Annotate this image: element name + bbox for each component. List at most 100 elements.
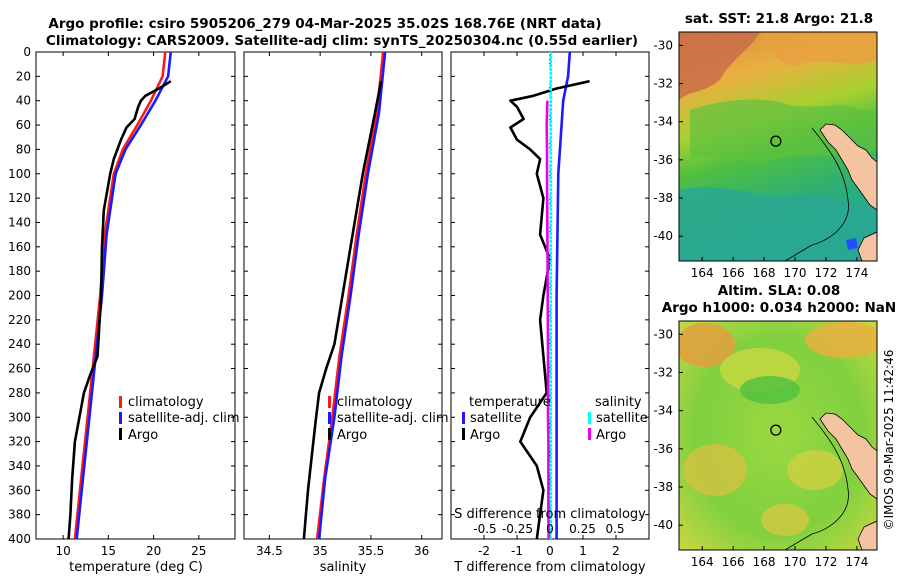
legend-label-t-argo: Argo — [470, 428, 500, 443]
difference-profile-panel: -2 -1 0 1 2 T difference from climatology S … — [450, 51, 650, 575]
x-tick-label: 34.5 — [256, 544, 283, 558]
salinity-profile-panel: 34.5 35 35.5 36 salinity climatology satell… — [243, 51, 449, 575]
high-sla-patch — [805, 322, 877, 358]
series-line-temperature-satellite — [555, 52, 572, 539]
series-line-climatology — [73, 52, 167, 539]
legend-marker-s-satellite — [588, 412, 591, 424]
sla-map-frame — [678, 320, 878, 551]
depth-axis: 0 20 40 60 80 100 120 140 160 180 200 220 240 260 280 3… — [8, 45, 31, 546]
depth-tick-label: 160 — [8, 240, 31, 254]
lat-tick-label: -34 — [653, 404, 673, 418]
s-difference-label: S difference from climatology — [454, 507, 646, 522]
x-tick-label: 35 — [313, 544, 328, 558]
legend-marker-climatology — [119, 396, 122, 408]
depth-tick-label: 200 — [8, 289, 31, 303]
cool-water-patch — [679, 187, 877, 261]
temperature-x-axis: 10 15 20 25 — [36, 51, 235, 558]
lat-tick-label: -36 — [653, 442, 673, 456]
title-line-2: Climatology: CARS2009. Satellite-adj cli… — [46, 33, 638, 49]
lat-tick-label: -40 — [653, 229, 673, 243]
depth-tick-label: 400 — [8, 532, 31, 546]
depth-tick-label: 380 — [8, 508, 31, 522]
cold-spot — [846, 238, 858, 250]
t-difference-xlabel: T difference from climatology — [453, 560, 646, 575]
high-sla-patch — [679, 323, 735, 367]
lon-tick-label: 164 — [691, 555, 714, 569]
series-line-argo — [302, 80, 383, 539]
land — [857, 231, 877, 261]
new-caledonia-land — [819, 412, 877, 500]
depth-tick-label: 180 — [8, 264, 31, 278]
legend-marker-t-satellite — [462, 412, 465, 424]
depth-tick-label: 240 — [8, 337, 31, 351]
depth-tick-label: 220 — [8, 313, 31, 327]
series-line-temperature-argo — [509, 79, 590, 539]
legend-label-satellite: satellite-adj. clim — [337, 411, 449, 426]
title-line-1: Argo profile: csiro 5905206_279 04-Mar-2… — [48, 16, 601, 32]
sst-field — [679, 32, 877, 261]
depth-tick-label: 300 — [8, 410, 31, 424]
x-tick-label: 10 — [55, 544, 70, 558]
legend-marker-argo — [328, 428, 331, 440]
sla-longitude-axis: 164 166 168 170 172 174 — [691, 546, 868, 569]
legend-title-temperature: temperature — [469, 395, 551, 410]
new-caledonia-land — [819, 123, 877, 211]
sst-map-panel: sat. SST: 21.8 Argo: 21.8 -30-32-34-36-3… — [653, 11, 878, 280]
warm-water-patch — [679, 32, 760, 100]
mid-water-patch — [690, 99, 877, 162]
s-difference-tick-label: -0.5 — [473, 522, 496, 536]
bathymetry-contour — [784, 127, 849, 261]
lon-tick-label: 164 — [691, 266, 714, 280]
legend-label-argo: Argo — [337, 428, 367, 443]
legend-label-climatology: climatology — [128, 395, 204, 410]
depth-tick-label: 20 — [16, 69, 31, 83]
legend-marker-climatology — [328, 396, 331, 408]
depth-tick-label: 120 — [8, 191, 31, 205]
lon-tick-label: 174 — [845, 266, 868, 280]
warm-water-patch — [760, 32, 877, 66]
land — [857, 520, 877, 550]
sst-latitude-axis: -30 -32 -34 -36 -38 -40 — [653, 38, 683, 243]
high-sla-patch — [761, 504, 809, 536]
depth-tick-label: 100 — [8, 167, 31, 181]
copyright-stamp: ©IMOS 09-Mar-2025 11:42:46 — [882, 350, 896, 531]
legend-label-t-satellite: satellite — [470, 411, 522, 426]
depth-tick-label: 360 — [8, 483, 31, 497]
temperature-axes-frame — [35, 51, 236, 540]
bathymetry-contour — [784, 416, 849, 550]
difference-x-axis: -2 -1 0 1 2 — [451, 51, 649, 558]
series-line-satellite-adj-clim — [317, 52, 387, 539]
depth-tick-label: 40 — [16, 94, 31, 108]
lat-tick-label: -32 — [653, 77, 673, 91]
x-tick-label: 25 — [191, 544, 206, 558]
depth-tick-label: 260 — [8, 362, 31, 376]
depth-tick-label: 0 — [23, 45, 31, 59]
legend-label-s-satellite: satellite — [596, 411, 648, 426]
legend-title-salinity: salinity — [595, 395, 642, 410]
depth-tick-label: 280 — [8, 386, 31, 400]
temperature-xlabel: temperature (deg C) — [69, 560, 203, 575]
lon-tick-label: 168 — [753, 266, 776, 280]
lon-tick-label: 172 — [815, 555, 838, 569]
series-line-salinity-argo — [545, 100, 550, 539]
lat-tick-label: -38 — [653, 191, 673, 205]
s-difference-tick-label: 0.25 — [569, 522, 596, 536]
lat-tick-label: -32 — [653, 366, 673, 380]
sla-map-title-1: Altim. SLA: 0.08 — [718, 283, 840, 299]
legend-marker-s-argo — [588, 428, 591, 440]
depth-tick-label: 60 — [16, 118, 31, 132]
lon-tick-label: 172 — [815, 266, 838, 280]
high-sla-patch — [683, 444, 747, 496]
lat-tick-label: -40 — [653, 518, 673, 532]
x-tick-label: 0 — [546, 544, 554, 558]
legend-marker-argo — [119, 428, 122, 440]
series-line-satellite-adj-clim — [75, 52, 173, 539]
salinity-legend: climatology satellite-adj. clim Argo — [328, 395, 449, 443]
x-tick-label: 36 — [414, 544, 429, 558]
sla-map-title-2: Argo h1000: 0.034 h2000: NaN — [662, 300, 896, 316]
lon-tick-label: 168 — [753, 555, 776, 569]
lon-tick-label: 166 — [722, 266, 745, 280]
sst-map-title: sat. SST: 21.8 Argo: 21.8 — [685, 11, 873, 27]
sla-latitude-axis: -30 -32 -34 -36 -38 -40 — [653, 327, 683, 532]
